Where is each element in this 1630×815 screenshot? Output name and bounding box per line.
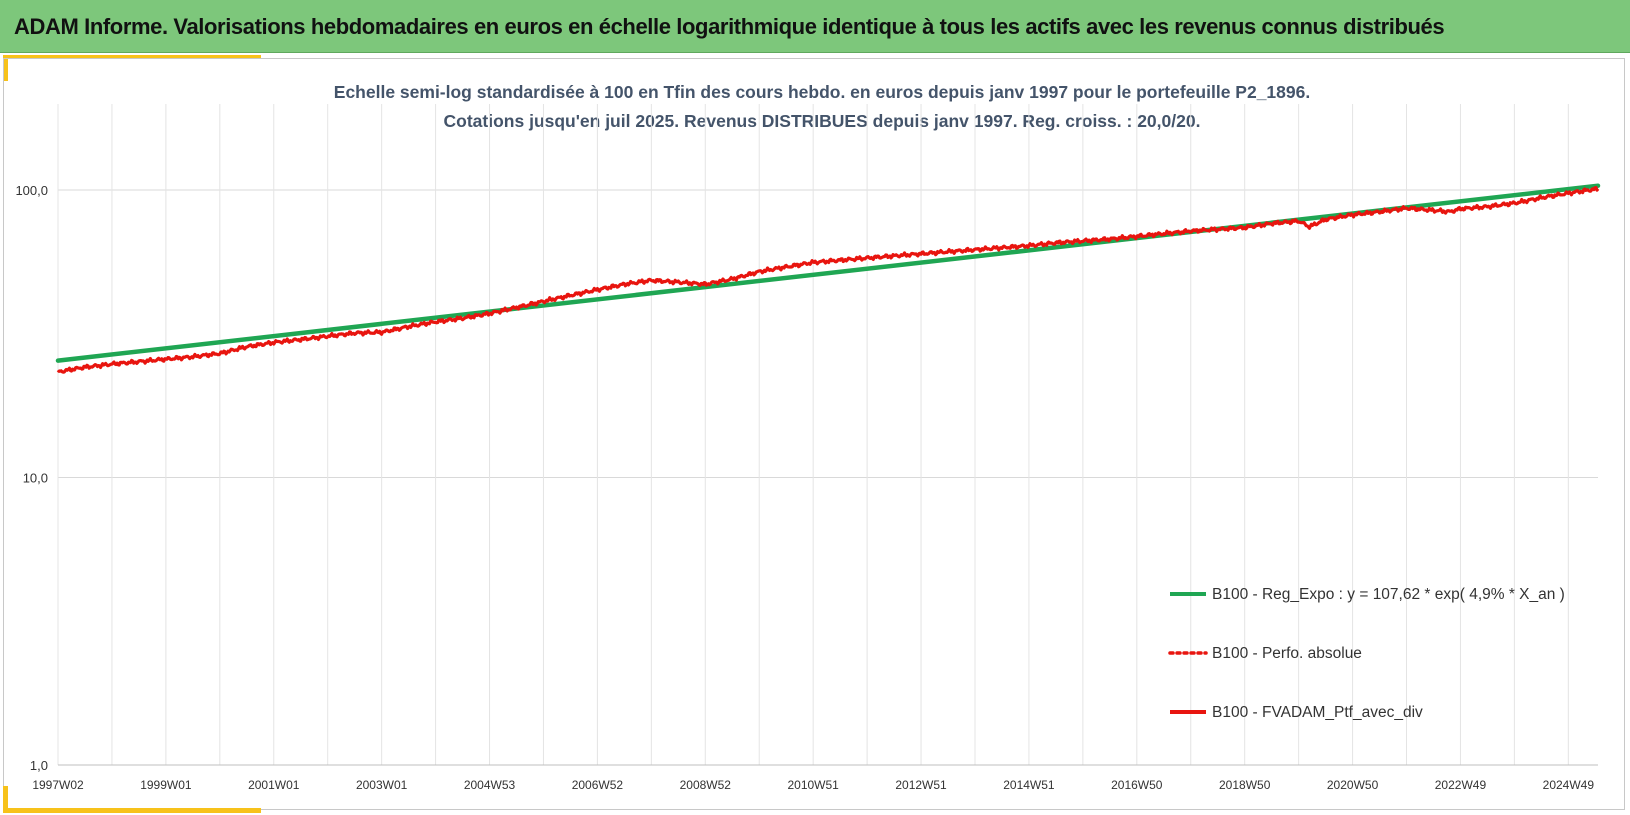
x-axis: 1997W02 1999W01 2001W01 2003W01 2004W53 2006W… bbox=[32, 778, 1594, 792]
chart-legend: B100 - Reg_Expo : y = 107,62 * exp( 4,9%… bbox=[1168, 586, 1565, 721]
y-tick-label: 100,0 bbox=[15, 183, 48, 198]
x-tick-label: 2001W01 bbox=[248, 778, 300, 792]
chart-grid bbox=[57, 104, 1598, 766]
y-tick-label: 10,0 bbox=[23, 471, 48, 486]
x-tick-label: 2022W49 bbox=[1435, 778, 1487, 792]
legend-label: B100 - Reg_Expo : y = 107,62 * exp( 4,9%… bbox=[1212, 586, 1565, 603]
x-tick-label: 2024W49 bbox=[1543, 778, 1595, 792]
x-tick-label: 2018W50 bbox=[1219, 778, 1271, 792]
accent-bar-left-bottom bbox=[3, 786, 8, 813]
accent-bar-bottom bbox=[3, 808, 261, 813]
y-axis: 1,0 10,0 100,0 bbox=[15, 183, 48, 773]
x-tick-label: 2012W51 bbox=[895, 778, 947, 792]
x-tick-label: 1999W01 bbox=[140, 778, 192, 792]
x-tick-label: 2016W50 bbox=[1111, 778, 1163, 792]
x-tick-label: 2006W52 bbox=[572, 778, 624, 792]
x-tick-label: 2004W53 bbox=[464, 778, 516, 792]
x-tick-label: 2008W52 bbox=[680, 778, 732, 792]
x-tick-label: 2003W01 bbox=[356, 778, 408, 792]
x-tick-label: 2014W51 bbox=[1003, 778, 1055, 792]
series-line-portfolio bbox=[56, 186, 1600, 374]
chart-frame bbox=[3, 58, 1625, 810]
page-title: ADAM Informe. Valorisations hebdomadaire… bbox=[14, 14, 1445, 39]
chart-title: Echelle semi-log standardisée à 100 en T… bbox=[334, 82, 1310, 102]
x-tick-label: 1997W02 bbox=[32, 778, 84, 792]
x-tick-label: 2020W50 bbox=[1327, 778, 1379, 792]
legend-label: B100 - Perfo. absolue bbox=[1212, 645, 1362, 662]
page-header: ADAM Informe. Valorisations hebdomadaire… bbox=[0, 0, 1630, 53]
x-tick-label: 2010W51 bbox=[787, 778, 839, 792]
chart-series bbox=[55, 183, 1601, 374]
y-tick-label: 1,0 bbox=[30, 758, 48, 773]
legend-label: B100 - FVADAM_Ptf_avec_div bbox=[1212, 704, 1423, 721]
chart-subtitle: Cotations jusqu'en juil 2025. Revenus DI… bbox=[444, 111, 1201, 131]
accent-bar-top bbox=[3, 55, 261, 59]
accent-bar-left-top bbox=[3, 55, 8, 81]
